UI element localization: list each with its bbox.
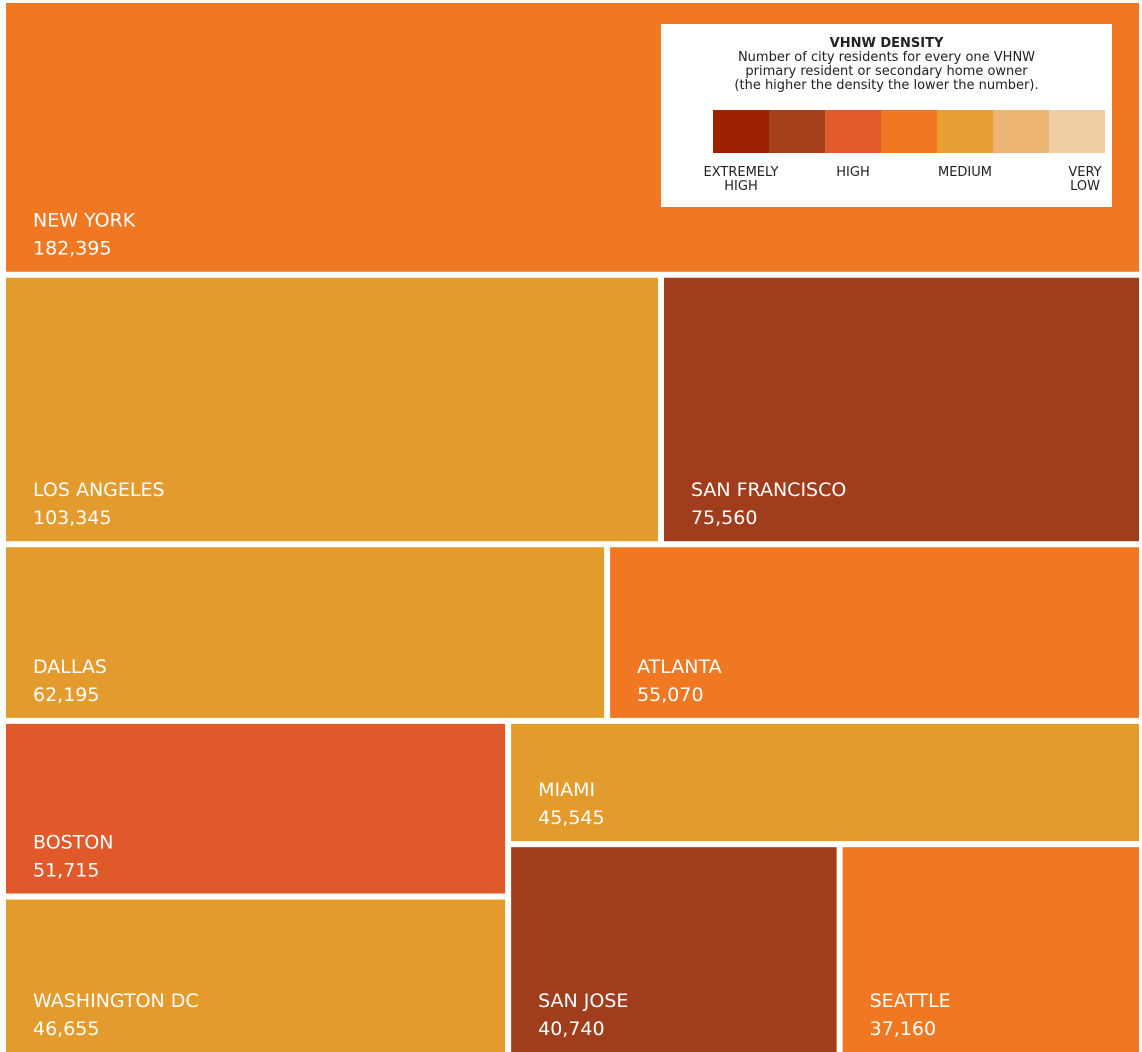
tile	[6, 547, 605, 718]
tile-value: 46,655	[33, 1018, 99, 1040]
tile-value: 62,195	[33, 684, 99, 706]
legend-swatch	[993, 110, 1049, 153]
tile-name: DALLAS	[33, 656, 107, 678]
legend-label: VERY LOW	[1068, 165, 1102, 194]
tile-value: 103,345	[33, 507, 112, 529]
legend-subtitle: Number of city residents for every one V…	[661, 51, 1112, 93]
tile-value: 75,560	[691, 507, 757, 529]
legend-subtitle-line: (the higher the density the lower the nu…	[734, 78, 1039, 93]
tile-value: 45,545	[538, 807, 604, 829]
tile-name: SAN JOSE	[538, 990, 628, 1012]
legend-swatch	[825, 110, 881, 153]
tile-name: BOSTON	[33, 832, 114, 854]
tile	[511, 847, 837, 1052]
tile-name: SEATTLE	[870, 990, 951, 1012]
tile-value: 55,070	[637, 684, 703, 706]
tile-name: SAN FRANCISCO	[691, 479, 846, 501]
tile-name: WASHINGTON DC	[33, 990, 199, 1012]
tile-value: 40,740	[538, 1018, 604, 1040]
legend-swatch	[881, 110, 937, 153]
tile	[6, 277, 658, 542]
tile	[842, 847, 1139, 1052]
legend-swatch	[713, 110, 769, 153]
legend-title: VHNW DENSITY	[829, 36, 944, 51]
tile-value: 182,395	[33, 238, 112, 260]
tile	[6, 899, 506, 1052]
tile-name: NEW YORK	[33, 210, 136, 232]
tile-name: LOS ANGELES	[33, 479, 165, 501]
tile	[663, 277, 1139, 542]
legend-swatch	[769, 110, 825, 153]
legend-swatch	[937, 110, 993, 153]
tile-value: 37,160	[870, 1018, 936, 1040]
legend-subtitle-line: Number of city residents for every one V…	[737, 50, 1036, 65]
legend-label: HIGH	[836, 165, 870, 180]
legend-subtitle-line: primary resident or secondary home owner	[745, 64, 1028, 79]
tile	[6, 723, 506, 894]
legend-labels: EXTREMELY HIGH HIGH MEDIUM VERY LOW	[704, 165, 1105, 206]
tile-name: MIAMI	[538, 779, 595, 801]
legend-swatch	[1049, 110, 1105, 153]
legend: VHNW DENSITY Number of city residents fo…	[661, 24, 1112, 207]
tile-value: 51,715	[33, 860, 99, 882]
tile	[610, 547, 1139, 718]
tile	[511, 723, 1139, 842]
legend-label: EXTREMELY HIGH	[703, 165, 779, 194]
legend-label: MEDIUM	[937, 165, 992, 180]
tile-name: ATLANTA	[637, 656, 722, 678]
legend-swatches	[713, 110, 1105, 153]
